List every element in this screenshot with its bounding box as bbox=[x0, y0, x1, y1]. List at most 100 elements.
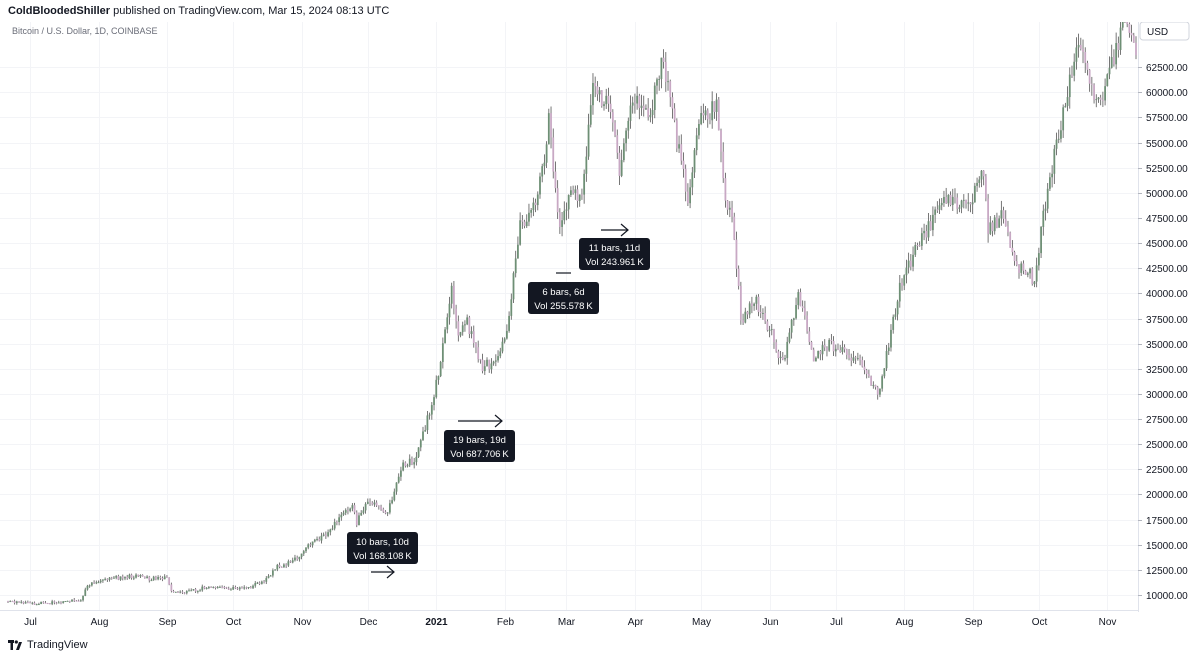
time-tick-label: Nov bbox=[1099, 617, 1117, 628]
plot-area[interactable] bbox=[0, 22, 1138, 612]
candle-down bbox=[77, 600, 80, 602]
candle-down bbox=[737, 268, 740, 286]
candle-up bbox=[993, 217, 996, 232]
candle-up bbox=[1108, 67, 1111, 75]
candle-up bbox=[446, 317, 449, 330]
candle-up bbox=[625, 130, 627, 144]
candle-up bbox=[271, 570, 274, 576]
author-name[interactable]: ColdBloodedShiller bbox=[8, 5, 111, 17]
candle-up bbox=[517, 244, 519, 259]
measure-volume-label: Vol 687.706 K bbox=[450, 449, 509, 460]
candle-up bbox=[274, 569, 276, 571]
candle-down bbox=[93, 582, 95, 584]
candle-down bbox=[901, 282, 903, 286]
candle-up bbox=[201, 586, 204, 591]
candle-up bbox=[360, 512, 363, 516]
candle-up bbox=[364, 503, 367, 511]
tradingview-footer[interactable]: TradingView bbox=[8, 636, 88, 654]
candle-up bbox=[700, 113, 703, 124]
candle-up bbox=[892, 316, 895, 330]
candle-up bbox=[578, 194, 581, 201]
candle-down bbox=[210, 586, 212, 588]
candle-up bbox=[943, 196, 945, 203]
candle-down bbox=[42, 601, 45, 603]
candle-up bbox=[1121, 22, 1124, 28]
candle-down bbox=[717, 99, 720, 131]
candle-up bbox=[82, 595, 84, 601]
candle-up bbox=[128, 574, 131, 579]
candle-down bbox=[521, 220, 524, 222]
price-axis[interactable]: 10000.00 12500.00 15000.00 17500.00 20000.00… bbox=[1138, 63, 1188, 602]
candle-up bbox=[903, 275, 906, 286]
candle-down bbox=[225, 587, 228, 589]
candle-down bbox=[13, 601, 16, 604]
candle-down bbox=[73, 599, 76, 601]
candle-down bbox=[249, 587, 252, 589]
candle-up bbox=[762, 312, 764, 314]
candle-up bbox=[653, 85, 656, 111]
candle-down bbox=[1011, 247, 1014, 253]
measure-arrowhead bbox=[620, 223, 629, 237]
candle-up bbox=[192, 589, 195, 591]
time-axis[interactable]: Jul Aug Sep Oct Nov Dec 2021 Feb Mar Apr May Jun Jul… bbox=[24, 617, 1116, 628]
candle-up bbox=[205, 587, 208, 589]
candle-up bbox=[340, 514, 343, 518]
candle-down bbox=[684, 168, 687, 192]
price-tick-label: 12500.00 bbox=[1146, 566, 1188, 577]
candle-up bbox=[483, 366, 486, 372]
candle-down bbox=[982, 170, 985, 177]
candle-up bbox=[1066, 97, 1069, 106]
candle-down bbox=[709, 119, 711, 121]
measure-tooltip bbox=[347, 532, 418, 564]
candle-up bbox=[79, 600, 82, 602]
candle-up bbox=[417, 447, 420, 457]
candle-up bbox=[256, 582, 259, 584]
candle-down bbox=[680, 144, 683, 161]
candle-up bbox=[1075, 47, 1078, 62]
tradingview-brand: TradingView bbox=[27, 639, 88, 651]
candle-down bbox=[554, 171, 557, 189]
candle-up bbox=[185, 591, 188, 594]
candle-down bbox=[22, 601, 25, 604]
candle-down bbox=[488, 359, 491, 370]
candle-down bbox=[757, 296, 760, 312]
candle-down bbox=[1117, 43, 1120, 50]
price-chart[interactable]: 10 bars, 10d Vol 168.108 K 19 bars, 19d Vol… bbox=[0, 22, 1200, 634]
price-tick-label: 55000.00 bbox=[1146, 139, 1188, 150]
candle-up bbox=[9, 601, 12, 603]
measure-annotations: 10 bars, 10d Vol 168.108 K 19 bars, 19d Vol… bbox=[347, 223, 650, 579]
candle-up bbox=[1053, 148, 1056, 174]
candle-down bbox=[969, 202, 972, 205]
candle-up bbox=[881, 376, 884, 389]
candle-up bbox=[459, 332, 462, 336]
candle-down bbox=[106, 578, 109, 580]
candle-up bbox=[1106, 74, 1109, 87]
publish-info: published on TradingView.com, Mar 15, 20… bbox=[110, 5, 390, 17]
candle-down bbox=[671, 97, 674, 109]
candle-down bbox=[945, 196, 948, 204]
candle-up bbox=[302, 551, 305, 554]
candle-up bbox=[99, 580, 102, 583]
candle-up bbox=[331, 528, 334, 530]
candle-up bbox=[567, 194, 570, 210]
price-tick-label: 22500.00 bbox=[1146, 465, 1188, 476]
candle-up bbox=[276, 564, 279, 570]
currency-badge[interactable] bbox=[1139, 22, 1190, 41]
candle-up bbox=[907, 260, 910, 268]
candle-up bbox=[967, 202, 970, 204]
price-tick-label: 35000.00 bbox=[1146, 340, 1188, 351]
candle-down bbox=[556, 188, 559, 213]
candle-down bbox=[472, 331, 475, 344]
candle-up bbox=[695, 135, 698, 151]
candle-up bbox=[728, 207, 731, 210]
candle-down bbox=[918, 245, 921, 247]
candle-down bbox=[713, 101, 716, 112]
candle-up bbox=[978, 179, 981, 183]
candle-down bbox=[170, 584, 173, 592]
candle-up bbox=[422, 431, 424, 441]
time-tick-label: Sep bbox=[159, 617, 177, 628]
candle-down bbox=[194, 589, 197, 592]
candle-up bbox=[1033, 281, 1036, 285]
candle-down bbox=[909, 260, 912, 267]
candle-up bbox=[88, 585, 91, 587]
